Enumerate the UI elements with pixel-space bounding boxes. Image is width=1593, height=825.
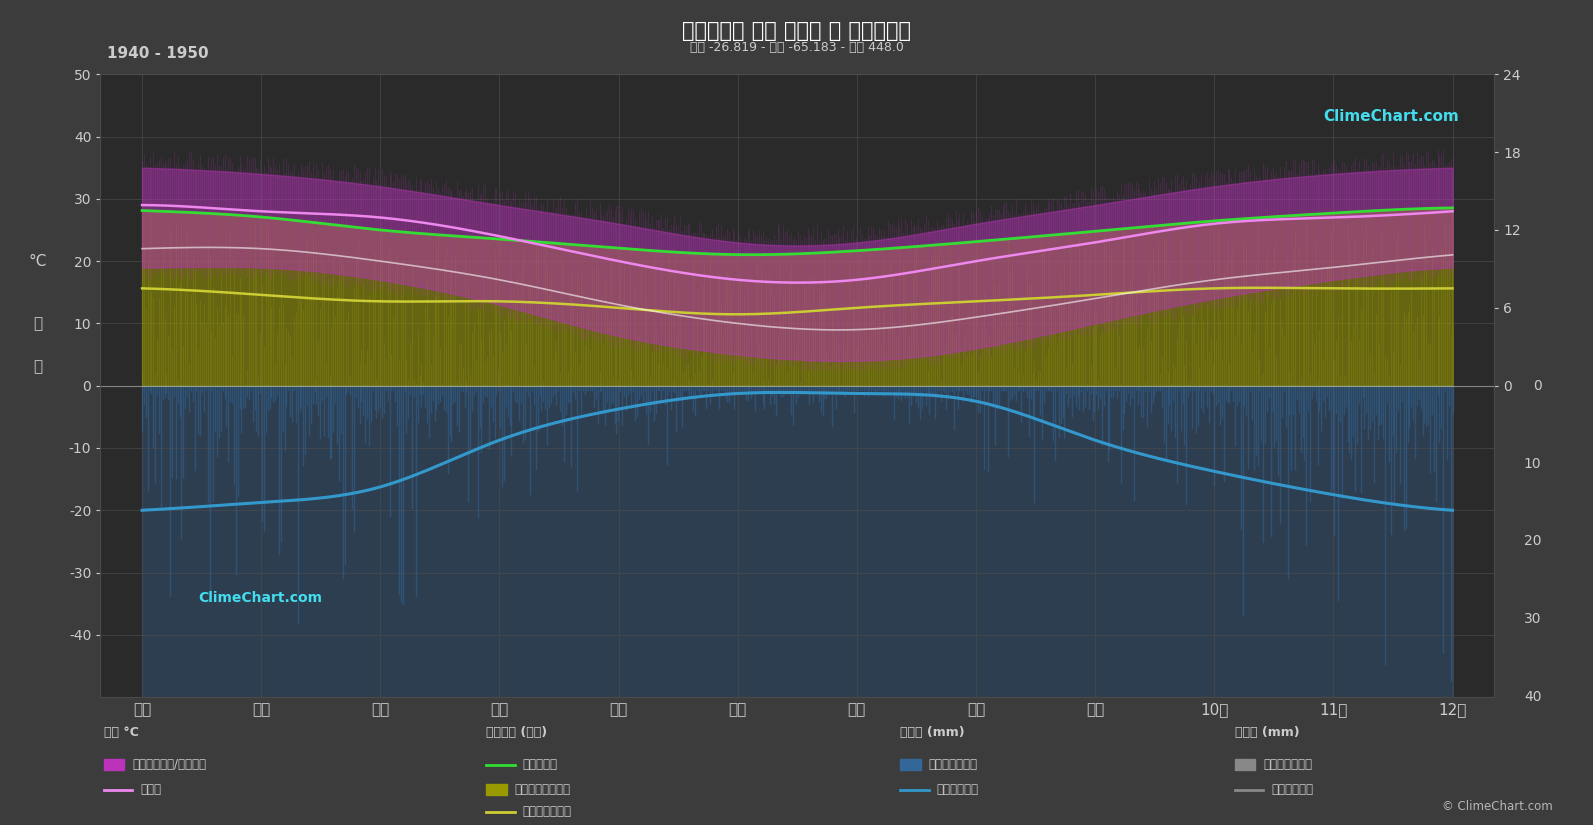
Text: 10: 10 xyxy=(1525,456,1542,470)
Text: © ClimeChart.com: © ClimeChart.com xyxy=(1442,799,1553,813)
Text: 月平均降雨量: 月平均降雨量 xyxy=(937,783,978,796)
Text: 日ごとの降雪量: 日ごとの降雪量 xyxy=(1263,758,1313,771)
Text: 緯度 -26.819 - 経度 -65.183 - 標高 448.0: 緯度 -26.819 - 経度 -65.183 - 標高 448.0 xyxy=(690,41,903,54)
Text: の気候変動 サン ミゲル デ トゥクマン: の気候変動 サン ミゲル デ トゥクマン xyxy=(682,21,911,40)
Text: 30: 30 xyxy=(1525,612,1542,626)
Text: °C: °C xyxy=(29,253,46,269)
Text: 日中の時間: 日中の時間 xyxy=(523,758,558,771)
Text: 気温 °C: 気温 °C xyxy=(104,726,139,739)
Text: 20: 20 xyxy=(1525,535,1542,549)
Text: 40: 40 xyxy=(1525,691,1542,704)
Text: 温: 温 xyxy=(33,316,41,331)
Text: 日ごとの最小/最大範囲: 日ごとの最小/最大範囲 xyxy=(132,758,205,771)
Text: ClimeChart.com: ClimeChart.com xyxy=(198,592,322,606)
Text: 1940 - 1950: 1940 - 1950 xyxy=(107,45,209,60)
Text: 降雪量 (mm): 降雪量 (mm) xyxy=(1235,726,1300,739)
Text: 月平均降雪量: 月平均降雪量 xyxy=(1271,783,1313,796)
Text: 日照時間 (時間): 日照時間 (時間) xyxy=(486,726,546,739)
Text: 度: 度 xyxy=(33,360,41,375)
Text: ClimeChart.com: ClimeChart.com xyxy=(1324,109,1459,124)
Text: 日ごとの日照時間: 日ごとの日照時間 xyxy=(515,783,570,796)
Text: 0: 0 xyxy=(1532,379,1542,393)
Text: 月平均日照時間: 月平均日照時間 xyxy=(523,805,572,818)
Text: 月平均: 月平均 xyxy=(140,783,161,796)
Text: 日ごとの降雨量: 日ごとの降雨量 xyxy=(929,758,978,771)
Text: 降雨量 (mm): 降雨量 (mm) xyxy=(900,726,965,739)
